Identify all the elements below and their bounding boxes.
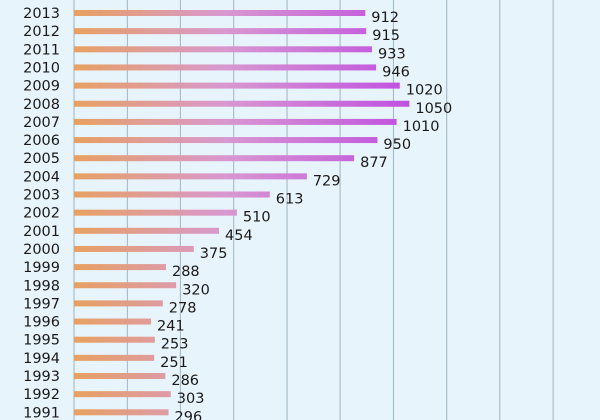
bar-2010 [74,64,377,71]
value-label-2013: 912 [371,10,399,26]
value-label-2011: 933 [378,46,406,62]
category-label-1995: 1995 [23,333,60,349]
bar-2001 [74,227,220,234]
value-label-2007: 1010 [403,119,440,135]
category-label-1991: 1991 [23,405,60,420]
category-label-2001: 2001 [23,224,60,240]
category-label-2010: 2010 [23,60,60,76]
category-label-2003: 2003 [23,188,60,204]
value-label-2000: 375 [200,246,228,262]
category-label-2012: 2012 [23,24,60,40]
category-label-2004: 2004 [23,169,60,185]
value-label-2003: 613 [276,192,304,208]
bar-2005 [74,155,355,162]
bar-2007 [74,118,397,125]
category-label-1997: 1997 [23,296,60,312]
value-label-1992: 303 [177,391,205,407]
value-label-2006: 950 [383,137,411,153]
category-label-2007: 2007 [23,115,60,131]
bar-2012 [74,28,367,35]
bar-2004 [74,173,307,180]
value-label-2002: 510 [243,210,271,226]
bar-1992 [74,391,171,398]
category-label-1993: 1993 [23,369,60,385]
bar-1997 [74,300,163,307]
value-label-1999: 288 [172,264,200,280]
category-label-2009: 2009 [23,79,60,95]
bar-2002 [74,209,237,216]
category-label-2013: 2013 [23,6,60,22]
category-label-2006: 2006 [23,133,60,149]
bar-2006 [74,137,378,144]
bar-2003 [74,191,270,198]
category-label-2002: 2002 [23,206,60,222]
value-label-2001: 454 [225,228,253,244]
category-label-2000: 2000 [23,242,60,258]
bar-1995 [74,336,155,343]
bars: 2013 912 2012 915 2011 933 2010 946 2009 1020 2008… [23,6,452,420]
bar-2011 [74,46,373,53]
bar-2008 [74,100,410,107]
category-label-2011: 2011 [23,42,60,58]
value-label-2009: 1020 [406,83,443,99]
bar-1993 [74,373,166,379]
bar-2000 [74,245,194,252]
value-label-2004: 729 [313,173,341,189]
category-label-1996: 1996 [23,315,60,331]
value-label-1995: 253 [161,337,189,353]
bar-2013 [74,10,366,16]
category-label-1992: 1992 [23,387,60,403]
value-label-1998: 320 [182,282,210,298]
value-label-1991: 296 [175,409,203,420]
value-label-1994: 251 [160,355,188,371]
category-label-2008: 2008 [23,97,60,113]
bar-1996 [74,318,151,325]
bar-2009 [74,82,400,89]
value-label-2012: 915 [372,28,400,44]
category-label-1998: 1998 [23,278,60,294]
value-label-1993: 286 [171,373,199,389]
category-label-2005: 2005 [23,151,60,167]
value-label-1996: 241 [157,319,185,335]
value-label-2008: 1050 [415,101,452,117]
bar-1991 [74,409,169,416]
value-label-2005: 877 [360,155,388,171]
category-label-1994: 1994 [23,351,60,367]
bar-1999 [74,264,166,271]
value-label-1997: 278 [169,300,197,316]
category-label-1999: 1999 [23,260,60,276]
bar-1998 [74,282,177,289]
value-label-2010: 946 [382,64,410,80]
bar-1994 [74,354,155,361]
